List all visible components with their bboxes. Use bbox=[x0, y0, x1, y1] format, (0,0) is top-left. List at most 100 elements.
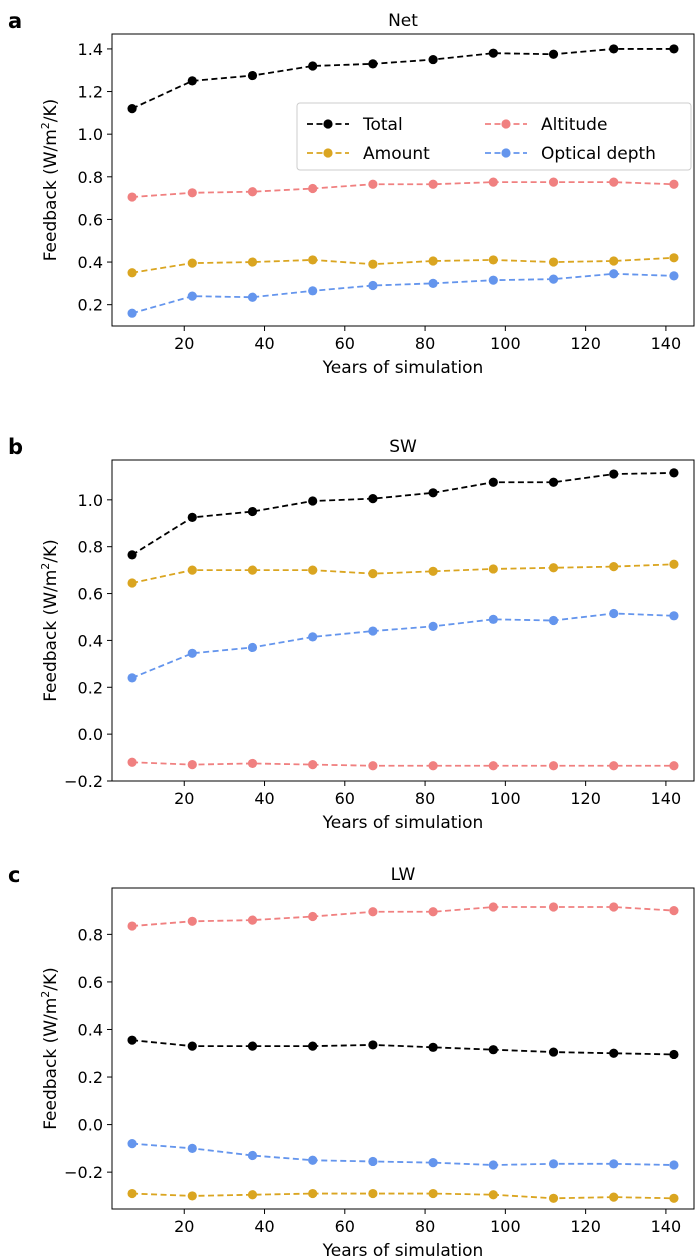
data-point bbox=[308, 286, 318, 296]
data-point bbox=[127, 550, 137, 560]
y-tick-label: 0.0 bbox=[78, 1116, 103, 1135]
data-point bbox=[308, 1041, 318, 1051]
y-tick-label: 0.6 bbox=[78, 585, 103, 604]
x-tick-label: 40 bbox=[254, 789, 274, 808]
x-tick-label: 20 bbox=[174, 1217, 194, 1236]
data-point bbox=[609, 177, 619, 187]
x-tick-label: 60 bbox=[335, 334, 355, 353]
x-tick-label: 120 bbox=[570, 1217, 601, 1236]
chart-title: Net bbox=[388, 11, 418, 31]
data-point bbox=[187, 1143, 197, 1153]
data-point bbox=[127, 1139, 137, 1149]
y-tick-label: 0.4 bbox=[78, 1020, 103, 1039]
x-tick-label: 120 bbox=[570, 789, 601, 808]
data-point bbox=[609, 469, 619, 479]
data-point bbox=[247, 565, 258, 575]
series-altitude bbox=[127, 902, 679, 931]
data-point bbox=[187, 258, 197, 268]
data-point bbox=[609, 562, 619, 572]
panel-c: c LW 20 40 60 80 100 120 140 −0.2 0.0 0.2 0.4 0.6 0.8 Y… bbox=[8, 863, 695, 1258]
data-point bbox=[247, 506, 258, 517]
panel-a: a Net 20 40 60 80 100 120 140 0.2 0.4 0.6 0.8 1.0 1.2 1… bbox=[8, 9, 695, 378]
data-point bbox=[488, 1190, 498, 1200]
data-point bbox=[127, 1035, 137, 1045]
data-point bbox=[609, 256, 619, 266]
data-point bbox=[548, 1193, 559, 1203]
data-point bbox=[548, 1159, 559, 1169]
x-tick-label: 60 bbox=[335, 1217, 355, 1236]
y-axis-label-sup: 2 bbox=[39, 991, 52, 998]
data-point bbox=[368, 1156, 378, 1167]
data-point bbox=[669, 905, 679, 916]
data-point bbox=[609, 44, 619, 54]
series-line bbox=[131, 1039, 674, 1056]
data-point bbox=[368, 494, 378, 504]
data-point bbox=[368, 259, 378, 269]
y-tick-label: −0.2 bbox=[64, 772, 103, 791]
data-point bbox=[609, 1159, 619, 1169]
x-tick-label: 40 bbox=[254, 1217, 274, 1236]
y-tick-label: 0.0 bbox=[78, 725, 103, 744]
y-axis-label-suffix: /K) bbox=[41, 99, 61, 123]
data-point bbox=[488, 275, 498, 285]
data-point bbox=[368, 1188, 378, 1199]
series-amount bbox=[127, 1188, 679, 1203]
y-tick-label: 0.8 bbox=[78, 925, 103, 944]
data-point bbox=[548, 902, 559, 912]
data-point bbox=[308, 496, 318, 506]
x-tick-label: 140 bbox=[651, 334, 682, 353]
data-point bbox=[428, 179, 438, 189]
data-point bbox=[247, 70, 258, 81]
data-point bbox=[548, 257, 559, 267]
data-point bbox=[187, 565, 197, 575]
data-point bbox=[308, 759, 318, 770]
data-point bbox=[488, 477, 498, 487]
data-point bbox=[187, 291, 197, 301]
data-point bbox=[609, 1192, 619, 1202]
data-point bbox=[488, 255, 498, 265]
data-point bbox=[127, 921, 137, 931]
data-point bbox=[308, 565, 318, 575]
legend-entry-altitude: Altitude bbox=[485, 115, 607, 135]
series-line bbox=[131, 48, 674, 110]
data-point bbox=[308, 1188, 318, 1199]
series-optical-depth bbox=[127, 269, 679, 318]
y-tick-label: 0.2 bbox=[78, 296, 103, 315]
y-axis-label: Feedback (W/m2/K) bbox=[39, 99, 61, 262]
x-tick-label: 140 bbox=[651, 1217, 682, 1236]
data-point bbox=[488, 614, 498, 624]
data-point bbox=[669, 271, 679, 281]
series-line bbox=[131, 272, 674, 315]
data-point bbox=[548, 477, 559, 487]
data-point bbox=[368, 761, 378, 771]
x-tick-label: 100 bbox=[490, 334, 521, 353]
chart-title: SW bbox=[389, 437, 417, 457]
legend-swatch-marker bbox=[501, 119, 511, 129]
data-point bbox=[308, 911, 318, 922]
data-point bbox=[247, 257, 258, 267]
series-line bbox=[131, 563, 674, 584]
y-axis-label-sup: 2 bbox=[39, 563, 52, 570]
legend-label: Total bbox=[362, 115, 403, 135]
panel-letter: c bbox=[8, 863, 20, 887]
panel-letter: b bbox=[8, 435, 23, 459]
series-line bbox=[131, 471, 674, 556]
y-tick-label: 0.4 bbox=[78, 253, 103, 272]
y-tick-label: 0.8 bbox=[78, 168, 103, 187]
legend-label: Amount bbox=[363, 144, 430, 164]
data-point bbox=[669, 253, 679, 263]
y-tick-label: 0.6 bbox=[78, 973, 103, 992]
x-tick-label: 60 bbox=[335, 789, 355, 808]
series-amount bbox=[127, 253, 679, 278]
data-point bbox=[368, 1040, 378, 1050]
data-point bbox=[187, 1191, 197, 1201]
series-line bbox=[132, 181, 674, 198]
x-tick-label: 20 bbox=[174, 789, 194, 808]
chart-title: LW bbox=[391, 865, 416, 885]
panel-letter: a bbox=[8, 9, 22, 33]
data-point bbox=[488, 1045, 498, 1055]
data-point bbox=[368, 569, 378, 579]
data-point bbox=[127, 673, 137, 683]
x-tick-label: 80 bbox=[415, 789, 435, 808]
y-axis-label: Feedback (W/m2/K) bbox=[39, 539, 61, 702]
